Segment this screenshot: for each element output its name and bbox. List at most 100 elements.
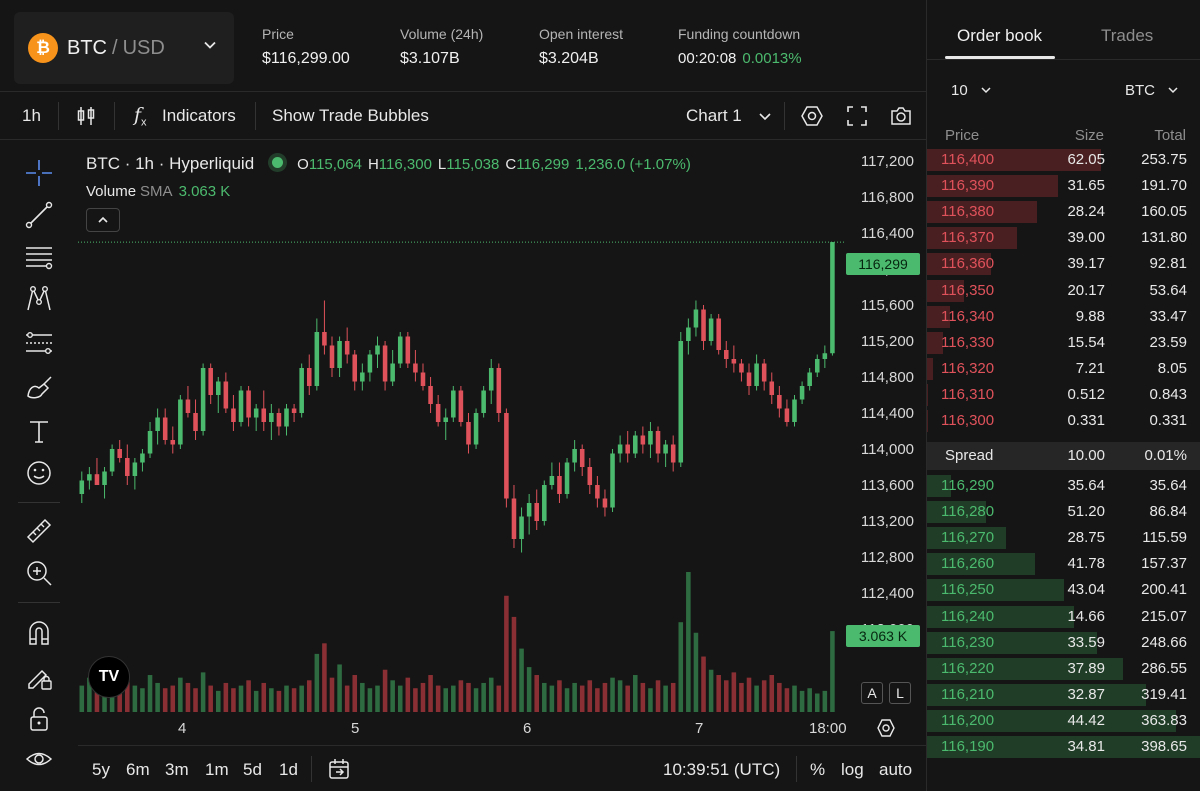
ask-row[interactable]: 116,340 9.88 33.47 [927,305,1200,331]
candles-icon[interactable] [74,104,98,128]
pattern-icon[interactable] [24,284,54,314]
magnet-icon[interactable] [24,618,54,648]
ask-row[interactable]: 116,380 28.24 160.05 [927,200,1200,226]
ask-row[interactable]: 116,400 62.05 253.75 [927,148,1200,174]
order-total: 33.47 [1149,307,1187,325]
depth-bar [927,736,1200,758]
fullscreen-icon[interactable] [845,104,869,128]
pair-quote: USD [122,36,165,59]
chart-settings-icon[interactable] [876,718,896,738]
auto-scale-toggle[interactable]: auto [879,760,913,779]
candle-body [223,381,229,409]
fib-retracement-icon[interactable] [24,242,54,272]
indicators-button[interactable]: Indicators [162,106,236,125]
order-price: 116,340 [941,307,995,325]
volume-bar [306,680,312,712]
active-tab-indicator [945,56,1055,59]
candle-body [231,408,236,422]
ask-row[interactable]: 116,310 0.512 0.843 [927,383,1200,409]
candle-body [329,345,335,368]
order-size: 0.331 [1067,412,1105,429]
candle-body [519,516,524,539]
log-scale-button[interactable]: L [889,682,911,704]
bid-row[interactable]: 116,230 33.59 248.66 [927,631,1200,657]
order-size: 9.88 [1075,307,1105,325]
candle-body [185,399,191,413]
order-total: 253.75 [1141,151,1187,168]
tradingview-logo[interactable]: TV [88,656,130,698]
log-scale-toggle[interactable]: log [841,760,864,779]
tab-order-book[interactable]: Order book [957,26,1043,45]
zoom-in-icon[interactable] [24,558,54,588]
order-price: 116,330 [941,333,995,351]
lock-drawing-icon[interactable] [24,662,54,692]
volume-bar [807,688,812,712]
interval-button[interactable]: 1h [22,106,41,125]
order-total: 0.331 [1149,412,1187,429]
goto-date-icon[interactable] [327,757,351,781]
bid-row[interactable]: 116,280 51.20 86.84 [927,500,1200,526]
utc-clock[interactable]: 10:39:51 (UTC) [663,760,781,779]
percent-scale-button[interactable]: % [810,760,826,779]
y-tick-label: 114,800 [861,369,914,386]
bid-row[interactable]: 116,200 44.42 363.83 [927,709,1200,735]
volume-bar [360,682,365,712]
ask-row[interactable]: 116,390 31.65 191.70 [927,174,1200,200]
ask-row[interactable]: 116,300 0.331 0.331 [927,409,1200,435]
collapse-legend-button[interactable] [86,208,120,232]
pair-selector[interactable]: ₿ BTC / USD [14,12,234,84]
bid-row[interactable]: 116,290 35.64 35.64 [927,474,1200,500]
chart-legend: BTC · 1h · Hyperliquid O115,064 H116,300 L1… [86,154,697,174]
bid-row[interactable]: 116,250 43.04 200.41 [927,578,1200,604]
ask-row[interactable]: 116,350 20.17 53.64 [927,279,1200,305]
settings-hexagon-icon[interactable] [800,104,824,128]
ask-row[interactable]: 116,330 15.54 23.59 [927,331,1200,357]
bid-row[interactable]: 116,260 41.78 157.37 [927,552,1200,578]
layout-select[interactable]: Chart 1 [686,106,742,125]
depth-select[interactable]: 10 [951,82,992,99]
bid-row[interactable]: 116,190 34.81 398.65 [927,735,1200,761]
range-6m[interactable]: 6m [126,760,150,779]
range-1m[interactable]: 1m [205,760,229,779]
bid-row[interactable]: 116,270 28.75 115.59 [927,526,1200,552]
volume-bar [200,672,206,712]
bid-row[interactable]: 116,240 14.66 215.07 [927,605,1200,631]
crosshair-icon[interactable] [24,158,54,188]
ruler-icon[interactable] [24,516,54,546]
trend-line-icon[interactable] [24,200,54,230]
range-bar: 5y 6m 3m 1m 5d 1d 10:39:51 (UTC) % log a… [78,745,926,791]
range-5d[interactable]: 5d [243,760,262,779]
brush-icon[interactable] [24,372,54,402]
ask-row[interactable]: 116,370 39.00 131.80 [927,226,1200,252]
eye-icon[interactable] [24,744,54,774]
order-total: 200.41 [1141,581,1187,599]
chevron-down-icon[interactable] [756,104,774,128]
range-5y[interactable]: 5y [92,760,110,779]
emoji-icon[interactable] [24,458,54,488]
text-tool-icon[interactable] [24,416,54,446]
candle-body [208,368,213,395]
trade-bubbles-button[interactable]: Show Trade Bubbles [272,106,429,125]
candlestick-chart[interactable]: 117,200116,800116,400116,000115,600115,2… [78,140,926,745]
range-1d[interactable]: 1d [279,760,298,779]
camera-icon[interactable] [889,104,913,128]
open-value: 115,064 [308,156,362,173]
forecast-icon[interactable] [24,328,54,358]
order-total: 191.70 [1141,177,1187,195]
candle-body [397,336,403,364]
range-3m[interactable]: 3m [165,760,189,779]
price-chart[interactable]: 117,200116,800116,400116,000115,600115,2… [78,140,926,745]
bid-row[interactable]: 116,210 32.87 319.41 [927,683,1200,709]
pair-base: BTC [67,36,107,59]
volume-bar [231,688,236,712]
indicators-icon[interactable]: fx [134,104,147,129]
bid-row[interactable]: 116,220 37.89 286.55 [927,657,1200,683]
auto-scale-button[interactable]: A [861,682,883,704]
lock-icon[interactable] [24,704,54,734]
tab-trades[interactable]: Trades [1101,26,1154,45]
ask-row[interactable]: 116,320 7.21 8.05 [927,357,1200,383]
asset-select[interactable]: BTC [1125,82,1179,99]
ask-row[interactable]: 116,360 39.17 92.81 [927,252,1200,278]
close-key: C [505,156,517,173]
spread-value: 10.00 [1067,447,1105,464]
